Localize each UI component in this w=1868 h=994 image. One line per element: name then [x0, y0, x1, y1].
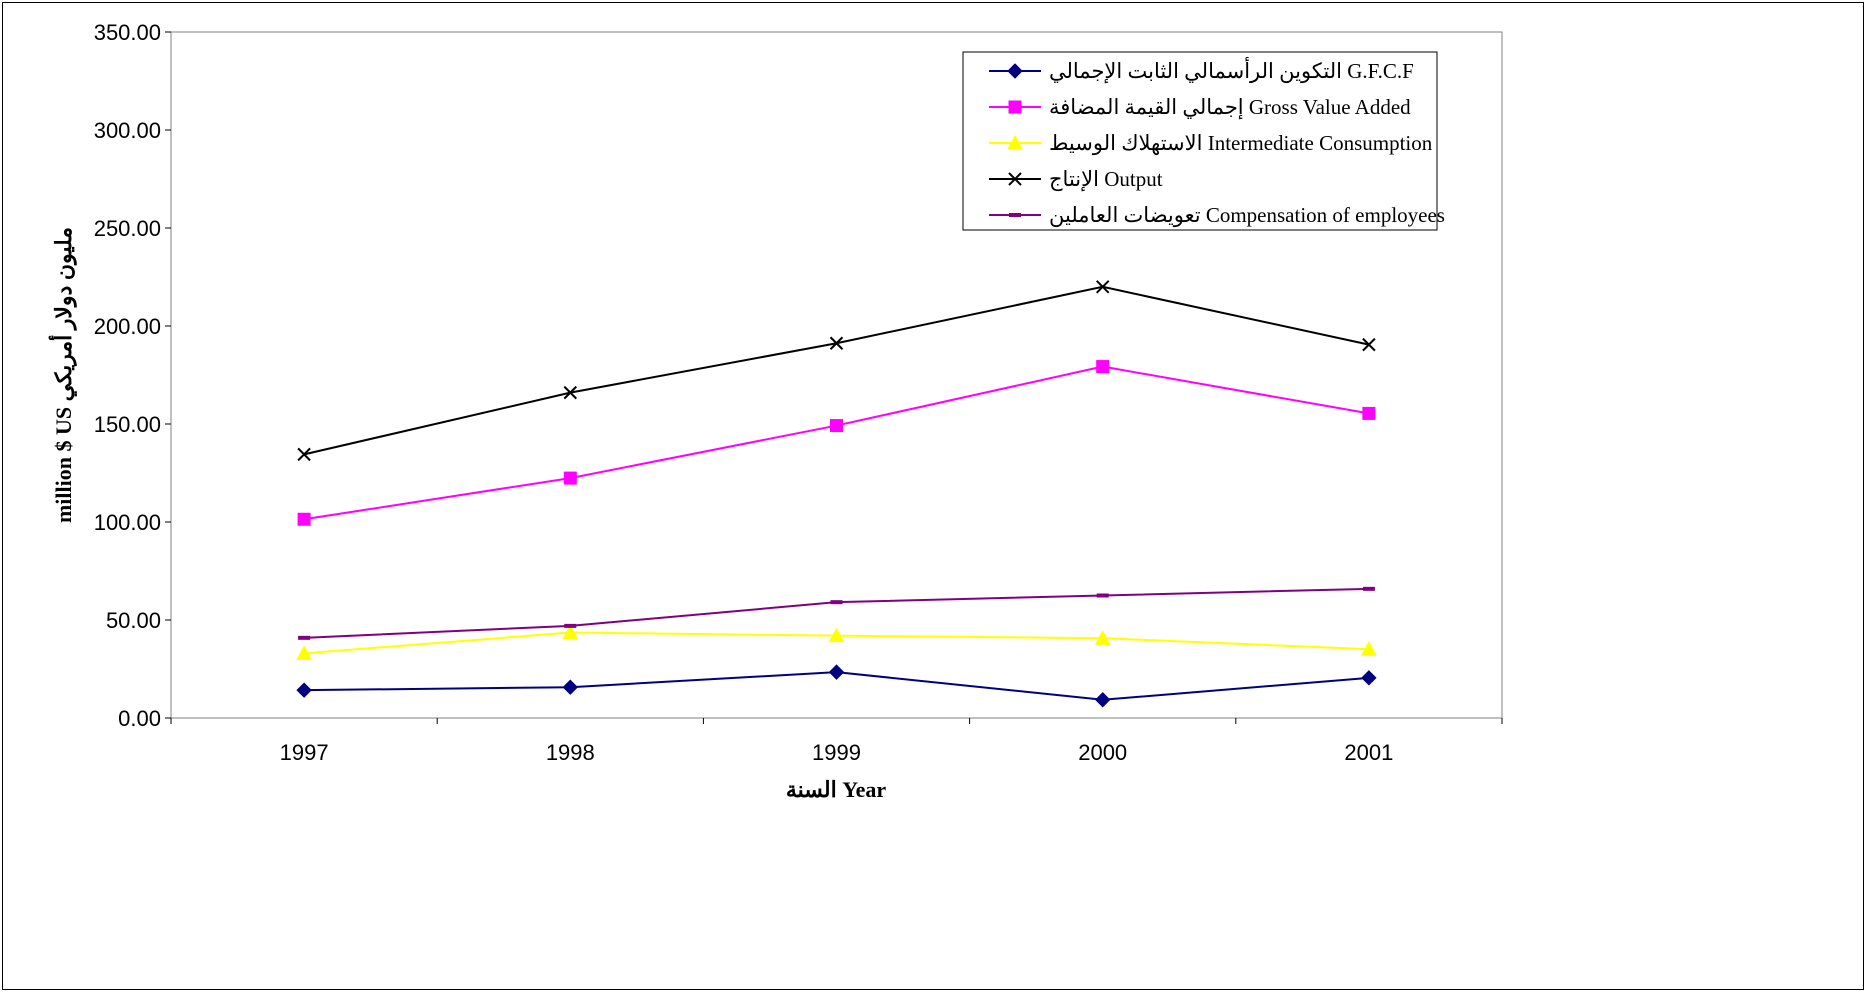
- series-4: [297, 280, 1376, 462]
- x-tick-label: 1997: [280, 740, 329, 765]
- data-point: [563, 471, 577, 485]
- x-tick-label: 1998: [546, 740, 595, 765]
- legend-label: إجمالي القيمة المضافة Gross Value Added: [1049, 95, 1411, 120]
- legend-marker: [1009, 213, 1021, 217]
- y-tick-label: 250.00: [94, 216, 161, 241]
- x-axis: 1997 1998 1999 2000 2001: [170, 718, 1503, 765]
- data-point: [298, 635, 311, 640]
- data-point: [1362, 406, 1376, 420]
- legend-label: الاستهلاك الوسيط Intermediate Consumptio…: [1049, 131, 1433, 156]
- data-point: [1094, 692, 1111, 708]
- y-tick-label: 200.00: [94, 314, 161, 339]
- x-tick-label: 2000: [1078, 740, 1127, 765]
- y-tick-label: 100.00: [94, 510, 161, 535]
- line-chart: 0.00 50.00 100.00 150.00 200.00 250.00 300.00 3…: [48, 20, 1503, 802]
- data-point: [1096, 593, 1109, 598]
- legend: التكوين الرأسمالي الثابت الإجمالي G.F.C.…: [962, 51, 1445, 231]
- data-point: [562, 624, 579, 640]
- data-point: [1361, 670, 1377, 686]
- y-tick-label: 150.00: [94, 412, 161, 437]
- data-point: [1362, 586, 1375, 591]
- data-point: [564, 623, 577, 628]
- legend-entry: الاستهلاك الوسيط Intermediate Consumptio…: [989, 131, 1433, 156]
- legend-marker: [1008, 172, 1022, 186]
- data-point: [297, 512, 311, 526]
- legend-label: تعويضات العاملين Compensation of employe…: [1049, 203, 1445, 228]
- data-point: [562, 679, 579, 695]
- legend-label: التكوين الرأسمالي الثابت الإجمالي G.F.C.…: [1049, 56, 1414, 84]
- legend-entry: إجمالي القيمة المضافة Gross Value Added: [989, 95, 1411, 120]
- legend-marker: [1007, 134, 1023, 150]
- data-point: [296, 645, 312, 660]
- data-point: [829, 336, 844, 350]
- data-point: [1095, 280, 1110, 294]
- data-point: [828, 627, 845, 643]
- data-point: [1094, 630, 1111, 645]
- legend-marker: [1008, 100, 1022, 114]
- x-tick-label: 2001: [1344, 740, 1393, 765]
- legend-box: [962, 51, 1438, 231]
- y-axis-title: million $ US مليون دولار أمريكي: [48, 227, 77, 523]
- data-point: [297, 447, 311, 462]
- data-point: [1361, 641, 1377, 656]
- series-3: [296, 624, 1377, 660]
- data-point: [1362, 337, 1376, 352]
- data-point: [563, 385, 578, 400]
- y-tick-label: 50.00: [106, 608, 161, 633]
- data-point: [1096, 360, 1110, 374]
- x-axis-title: السنة Year: [786, 777, 887, 802]
- legend-entry: الإنتاج Output: [989, 167, 1163, 192]
- y-axis: 0.00 50.00 100.00 150.00 200.00 250.00 300.00 3…: [94, 20, 171, 731]
- y-tick-label: 300.00: [94, 118, 161, 143]
- series-5: [298, 586, 1375, 640]
- legend-marker: [1007, 63, 1023, 79]
- series-1: [296, 664, 1377, 708]
- series-layer: [296, 280, 1377, 708]
- y-tick-label: 0.00: [118, 706, 161, 731]
- data-point: [830, 600, 843, 605]
- x-tick-label: 1999: [812, 740, 861, 765]
- series-2: [297, 360, 1376, 526]
- data-point: [828, 664, 845, 680]
- legend-label: الإنتاج Output: [1049, 167, 1163, 192]
- legend-entry: تعويضات العاملين Compensation of employe…: [989, 203, 1445, 228]
- data-point: [830, 419, 843, 433]
- data-point: [296, 682, 312, 698]
- y-tick-label: 350.00: [94, 20, 161, 45]
- legend-entry: التكوين الرأسمالي الثابت الإجمالي G.F.C.…: [989, 56, 1414, 84]
